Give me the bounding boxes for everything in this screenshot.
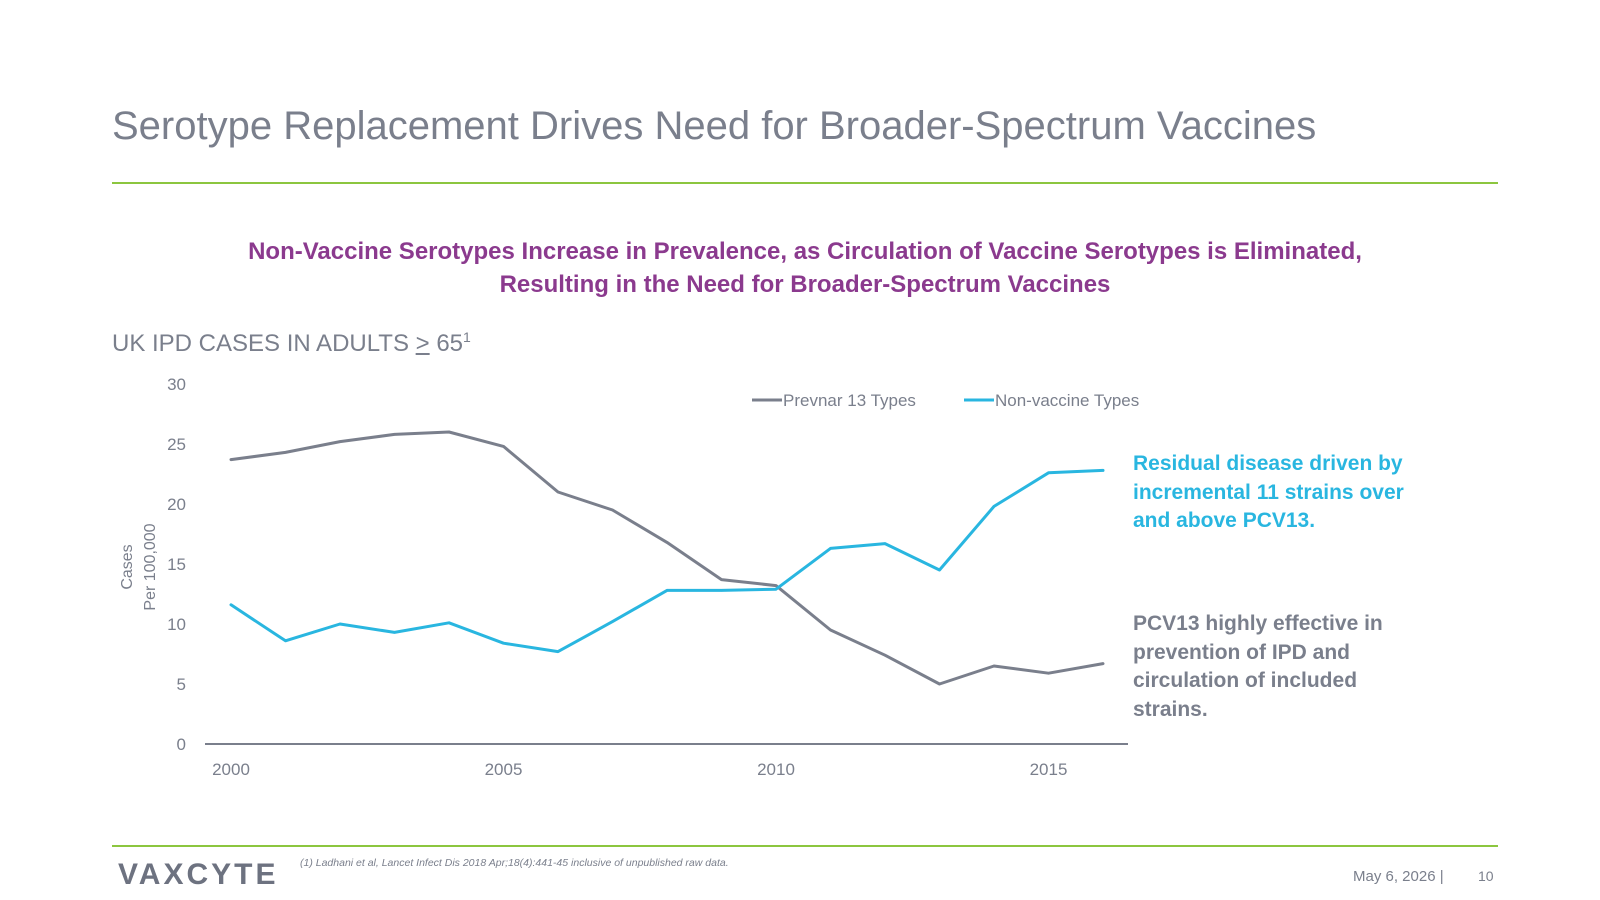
y-axis-label-line-2: Per 100,000 (142, 523, 159, 610)
data-point (393, 433, 396, 436)
data-point (447, 430, 451, 434)
data-point (665, 541, 669, 544)
y-tick-label: 20 (167, 495, 186, 514)
y-tick-label: 30 (167, 375, 186, 394)
section-label-prefix: UK IPD CASES IN ADULTS (112, 330, 416, 357)
x-tick-labels: 2000 2005 2010 2015 (212, 760, 1067, 779)
data-point (938, 568, 941, 572)
y-axis-label-line-1: Cases (119, 544, 136, 589)
slide-title: Serotype Replacement Drives Need for Bro… (112, 104, 1317, 148)
data-point (1101, 662, 1105, 665)
data-point (284, 451, 287, 454)
data-point (665, 589, 669, 592)
footer-divider (112, 845, 1498, 847)
data-point (829, 547, 832, 550)
annotation-non-vaccine: Residual disease driven by incremental 1… (1133, 452, 1404, 532)
data-point (883, 542, 887, 545)
data-point (774, 588, 778, 591)
data-point (229, 603, 233, 606)
legend-label: Non-vaccine Types (995, 391, 1139, 410)
data-point (611, 620, 614, 623)
legend-label: Prevnar 13 Types (783, 391, 916, 410)
y-tick-label: 0 (177, 735, 186, 754)
data-point (229, 458, 233, 461)
footnote: (1) Ladhani et al, Lancet Infect Dis 201… (300, 857, 729, 869)
data-point (338, 440, 342, 443)
x-tick-label: 2000 (212, 760, 250, 779)
data-point (611, 508, 614, 512)
data-point (556, 490, 560, 494)
data-point (720, 578, 723, 581)
y-tick-label: 15 (167, 555, 186, 574)
series-line-prevnar-13 (229, 430, 1105, 686)
y-tick-label: 25 (167, 435, 186, 454)
section-label-ge: > (415, 330, 430, 357)
y-axis-label: Cases Per 100,000 (119, 523, 159, 610)
data-point (883, 654, 887, 657)
x-tick-label: 2005 (485, 760, 523, 779)
x-tick-label: 2010 (757, 760, 795, 779)
data-point (1047, 672, 1050, 675)
y-tick-label: 5 (177, 675, 186, 694)
y-tick-labels: 0 5 10 15 20 25 30 (167, 375, 186, 754)
data-point (338, 622, 342, 626)
subtitle-line-2: Resulting in the Need for Broader-Spectr… (499, 271, 1111, 298)
data-point (1101, 469, 1105, 472)
page-number: 10 (1478, 868, 1494, 884)
data-point (1047, 471, 1050, 474)
subtitle-line-1: Non-Vaccine Serotypes Increase in Preval… (248, 238, 1362, 265)
data-point (502, 642, 505, 645)
data-point (556, 650, 560, 653)
data-point (720, 589, 723, 592)
data-point (447, 621, 451, 624)
data-point (502, 445, 505, 448)
data-point (992, 505, 996, 508)
x-tick-label: 2015 (1030, 760, 1068, 779)
data-point (774, 584, 778, 587)
annotation-prevnar: PCV13 highly effective in prevention of … (1133, 612, 1383, 721)
section-label-footnote-ref: 1 (463, 329, 471, 345)
title-divider (112, 182, 1498, 184)
vaxcyte-logo: VAXCYTE (118, 858, 279, 891)
series-line-non-vaccine (229, 468, 1105, 654)
y-tick-label: 10 (167, 615, 186, 634)
series-lines (229, 430, 1105, 686)
data-point (829, 628, 832, 632)
footer-date: May 6, 2026 | (1353, 868, 1444, 885)
data-point (284, 639, 287, 642)
section-label-number: 65 (429, 330, 464, 357)
legend: Prevnar 13 Types Non-vaccine Types (752, 391, 1139, 410)
data-point (393, 631, 396, 634)
chart-section-label: UK IPD CASES IN ADULTS > 651 (112, 330, 471, 358)
data-point (938, 682, 941, 686)
data-point (992, 664, 996, 668)
